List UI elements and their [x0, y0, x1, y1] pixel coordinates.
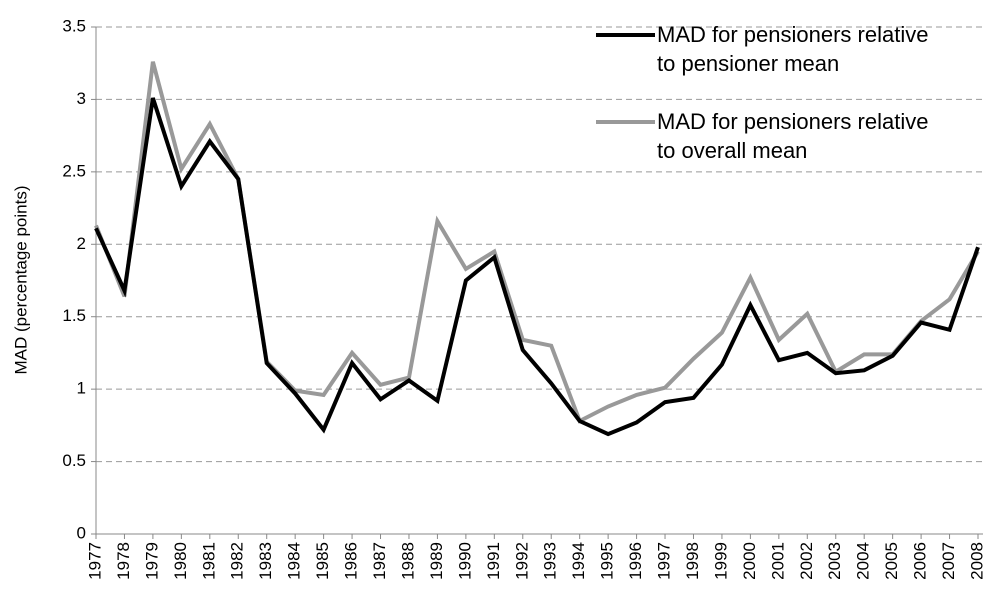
x-tick-label: 1996 [626, 542, 645, 580]
y-tick-label: 1.5 [62, 306, 86, 325]
x-tick-label: 1992 [512, 542, 531, 580]
x-tick-label: 2007 [939, 542, 958, 580]
legend-label: MAD for pensioners relative to overall m… [657, 109, 929, 163]
x-tick-label: 1998 [683, 542, 702, 580]
y-tick-label: 3 [77, 89, 86, 108]
x-tick-label: 2001 [768, 542, 787, 580]
series-line [94, 97, 980, 437]
x-tick-label: 1988 [398, 542, 417, 580]
x-tick-label: 1997 [655, 542, 674, 580]
x-tick-label: 2006 [911, 542, 930, 580]
y-tick-label: 3.5 [62, 16, 86, 35]
x-tick-label: 1983 [256, 542, 275, 580]
x-tick-label: 1977 [85, 542, 104, 580]
x-tick-label: 1999 [711, 542, 730, 580]
x-tick-label: 2008 [967, 542, 983, 580]
y-tick-label: 0 [77, 523, 86, 542]
legend-label: MAD for pensioners relative to pensioner… [657, 22, 929, 76]
x-tick-label: 1990 [455, 542, 474, 580]
x-tick-label: 1985 [313, 542, 332, 580]
x-tick-label: 1979 [142, 542, 161, 580]
x-tick-label: 1994 [569, 542, 588, 580]
x-tick-label: 1987 [370, 542, 389, 580]
x-tick-label: 2005 [882, 542, 901, 580]
x-tick-label: 2000 [740, 542, 759, 580]
y-tick-label: 0.5 [62, 451, 86, 470]
x-tick-label: 1981 [199, 542, 218, 580]
y-tick-label: 1 [77, 379, 86, 398]
x-tick-label: 2002 [797, 542, 816, 580]
x-tick-label: 1995 [598, 542, 617, 580]
x-tick-label: 1989 [427, 542, 446, 580]
x-tick-label: 1982 [228, 542, 247, 580]
x-tick-label: 1986 [342, 542, 361, 580]
y-tick-label: 2.5 [62, 161, 86, 180]
x-tick-label: 2004 [854, 542, 873, 580]
x-tick-label: 1980 [171, 542, 190, 580]
x-tick-label: 1993 [541, 542, 560, 580]
x-tick-label: 1984 [285, 542, 304, 580]
x-tick-label: 1978 [114, 542, 133, 580]
x-tick-label: 1991 [484, 542, 503, 580]
y-tick-label: 2 [77, 234, 86, 253]
x-tick-label: 2003 [825, 542, 844, 580]
y-axis-label: MAD (percentage points) [11, 186, 30, 375]
